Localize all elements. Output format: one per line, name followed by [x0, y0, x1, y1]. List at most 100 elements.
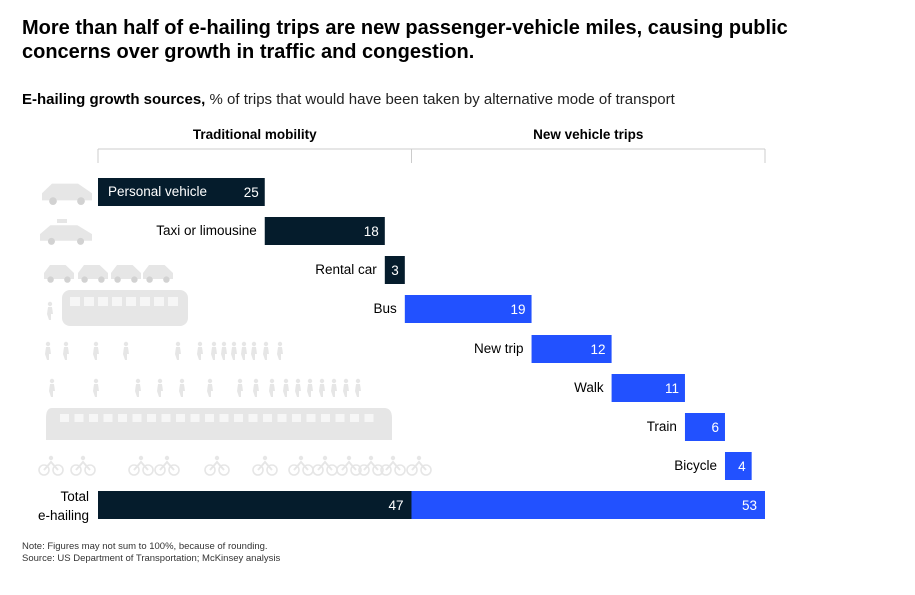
bicycle-icon [288, 455, 314, 476]
bar [611, 374, 685, 402]
pedestrian-icon-body [269, 384, 275, 397]
bus-window [70, 297, 80, 306]
pedestrian-icon [319, 378, 325, 397]
pedestrian-icon-head [283, 378, 289, 384]
pedestrian-icon [355, 378, 361, 397]
bicycle-icon-wheel [204, 464, 216, 476]
walker-icon [231, 341, 237, 360]
walker-icon-head [63, 341, 69, 347]
bus-window [84, 297, 94, 306]
small-car-icon-wheel [64, 276, 71, 283]
walker-icon-body [251, 347, 257, 360]
bar [98, 178, 265, 206]
pedestrian-icon-head [307, 378, 313, 384]
group-label: New vehicle trips [533, 127, 643, 142]
pedestrian-icon-head [93, 378, 99, 384]
small-car-icon-body [44, 265, 74, 279]
train-window [234, 414, 243, 422]
bicycle-icon [336, 455, 362, 476]
bus-passenger-icon [47, 301, 53, 320]
small-car-icon-wheel [163, 276, 170, 283]
train-window [219, 414, 229, 422]
pedestrian-icon [331, 378, 337, 397]
small-car-icon-wheel [114, 276, 121, 283]
pedestrian-icon-head [49, 378, 55, 384]
walker-icon-body [231, 347, 237, 360]
bicycle-icon [380, 455, 406, 476]
bicycle-icon-head [48, 455, 54, 461]
bars: 25 Personal vehicle 18 Taxi or limousine 3 Re… [98, 178, 752, 480]
bar [684, 413, 725, 441]
bar-value-label: 25 [244, 185, 259, 200]
bus-passenger-icon-head [47, 301, 53, 307]
walker-icon [241, 341, 247, 360]
train-window [118, 414, 127, 422]
taxi-icon-wheel [47, 237, 55, 245]
walker-icon-head [93, 341, 99, 347]
bicycle-icon [406, 455, 432, 476]
walker-icon-body [45, 347, 51, 360]
pedestrian-icon [49, 378, 55, 397]
walker-icon [251, 341, 257, 360]
taxi-icon-body [40, 225, 92, 241]
pedestrian-icon [237, 378, 243, 397]
train-body [46, 408, 392, 440]
walker-icon-head [123, 341, 129, 347]
pedestrian-icon [269, 378, 275, 397]
pedestrian-icon [307, 378, 313, 397]
train-window [74, 414, 84, 422]
bicycle-icon-frame [341, 460, 357, 471]
category-label: New trip [474, 341, 524, 356]
car-icon-wheel [49, 197, 57, 205]
group-label: Traditional mobility [193, 127, 317, 142]
bicycle-icon-wheel [358, 464, 370, 476]
bicycle-icon-head [390, 455, 396, 461]
walker-icon-head [221, 341, 227, 347]
bicycle-icon-wheel [336, 464, 348, 476]
subtitle-bold: E-hailing growth sources, [22, 91, 206, 108]
total-label: e-hailing [38, 508, 89, 523]
bar [531, 335, 612, 363]
category-label: Personal vehicle [108, 184, 207, 199]
train-window [364, 414, 374, 422]
bus-window [140, 297, 150, 306]
walker-icon-head [211, 341, 217, 347]
total-row: 47 53 Total e-hailing [38, 489, 765, 523]
pedestrian-icon [135, 378, 141, 397]
pedestrian-icon-body [343, 384, 349, 397]
pedestrian-icon [283, 378, 289, 397]
walker-icon [197, 341, 203, 360]
bicycle-icon-head [80, 455, 86, 461]
footer: Note: Figures may not sum to 100%, becau… [22, 541, 280, 565]
pedestrian-icon-body [283, 384, 289, 397]
pedestrian-icon-body [179, 384, 185, 397]
walker-icon-head [197, 341, 203, 347]
chart-subtitle: E-hailing growth sources, % of trips tha… [22, 90, 675, 110]
bicycle-icon-wheel [128, 464, 140, 476]
train-window [292, 414, 301, 422]
walker-icon [175, 341, 181, 360]
bicycle-icon-wheel [252, 464, 264, 476]
small-car-icon [111, 265, 141, 283]
pedestrian-icon [207, 378, 213, 397]
source-note: Source: US Department of Transportation;… [22, 553, 281, 564]
bicycle-icon-frame [43, 460, 59, 471]
bicycle-icon [154, 455, 180, 476]
small-car-icon-wheel [146, 276, 153, 283]
total-value-label: 47 [388, 498, 403, 513]
small-car-icon-wheel [98, 276, 105, 283]
bicycle-icon-frame [385, 460, 401, 471]
category-label: Train [647, 419, 677, 434]
taxi-icon [40, 225, 92, 245]
walker-icon-head [175, 341, 181, 347]
pedestrian-icon-head [295, 378, 301, 384]
taxi-icon-wheel [77, 237, 85, 245]
bicycle-icon-wheel [372, 464, 384, 476]
train-window [161, 414, 171, 422]
pedestrian-icon-body [355, 384, 361, 397]
bicycle-icon-wheel [406, 464, 418, 476]
train-window [306, 414, 316, 422]
train-window [350, 414, 359, 422]
train-window [89, 414, 98, 422]
bar-value-label: 12 [591, 342, 606, 357]
